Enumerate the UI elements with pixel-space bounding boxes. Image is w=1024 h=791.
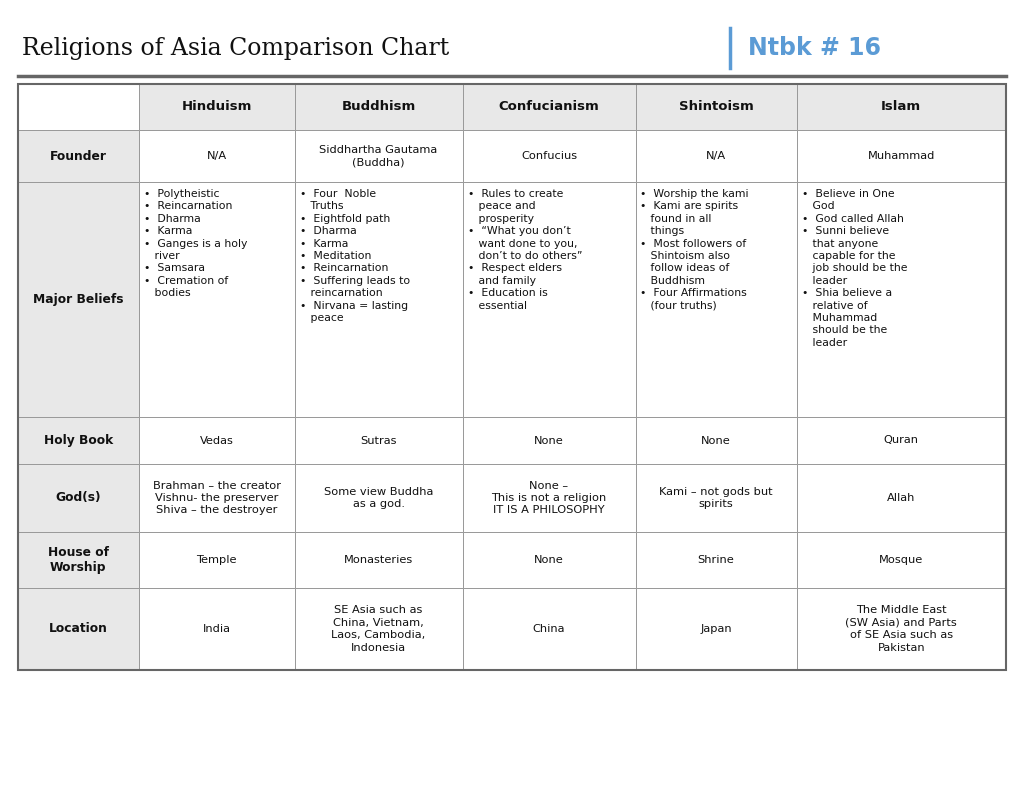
Bar bbox=[636, 464, 797, 532]
Bar bbox=[463, 588, 636, 670]
Bar bbox=[138, 464, 295, 532]
Text: Some view Buddha
as a god.: Some view Buddha as a god. bbox=[324, 486, 433, 509]
Text: Siddhartha Gautama
(Buddha): Siddhartha Gautama (Buddha) bbox=[319, 145, 437, 167]
Text: •  Rules to create
   peace and
   prosperity
•  “What you don’t
   want done to: • Rules to create peace and prosperity •… bbox=[468, 189, 582, 311]
Bar bbox=[636, 417, 797, 464]
Text: Sutras: Sutras bbox=[360, 436, 397, 445]
Text: Monasteries: Monasteries bbox=[344, 555, 414, 565]
Text: Ntbk # 16: Ntbk # 16 bbox=[748, 36, 881, 60]
Text: None: None bbox=[535, 555, 564, 565]
Text: Temple: Temple bbox=[197, 555, 237, 565]
Bar bbox=[797, 84, 1006, 130]
Text: House of
Worship: House of Worship bbox=[48, 546, 109, 574]
Text: God(s): God(s) bbox=[55, 491, 101, 505]
Bar bbox=[18, 417, 138, 464]
Text: Quran: Quran bbox=[884, 436, 919, 445]
Text: Buddhism: Buddhism bbox=[341, 100, 416, 113]
Text: Confucianism: Confucianism bbox=[499, 100, 599, 113]
Text: Hinduism: Hinduism bbox=[181, 100, 252, 113]
Bar bbox=[138, 130, 295, 182]
Bar bbox=[138, 532, 295, 588]
Bar bbox=[797, 588, 1006, 670]
Text: Location: Location bbox=[49, 623, 108, 635]
Bar bbox=[463, 532, 636, 588]
Bar bbox=[636, 182, 797, 417]
Bar bbox=[295, 182, 463, 417]
Bar bbox=[463, 182, 636, 417]
Text: The Middle East
(SW Asia) and Parts
of SE Asia such as
Pakistan: The Middle East (SW Asia) and Parts of S… bbox=[846, 605, 957, 653]
Bar bbox=[463, 464, 636, 532]
Bar bbox=[138, 84, 295, 130]
Bar bbox=[138, 588, 295, 670]
Text: N/A: N/A bbox=[207, 151, 226, 161]
Text: Japan: Japan bbox=[700, 624, 732, 634]
Bar bbox=[295, 532, 463, 588]
Bar bbox=[636, 130, 797, 182]
Text: Shintoism: Shintoism bbox=[679, 100, 754, 113]
Bar bbox=[797, 130, 1006, 182]
Bar bbox=[797, 532, 1006, 588]
Text: Vedas: Vedas bbox=[200, 436, 233, 445]
Bar bbox=[797, 464, 1006, 532]
Text: Islam: Islam bbox=[882, 100, 922, 113]
Text: •  Worship the kami
•  Kami are spirits
   found in all
   things
•  Most follow: • Worship the kami • Kami are spirits fo… bbox=[640, 189, 749, 311]
Text: Religions of Asia Comparison Chart: Religions of Asia Comparison Chart bbox=[22, 36, 450, 59]
Bar bbox=[636, 532, 797, 588]
Bar bbox=[18, 532, 138, 588]
Bar bbox=[463, 417, 636, 464]
Text: Brahman – the creator
Vishnu- the preserver
Shiva – the destroyer: Brahman – the creator Vishnu- the preser… bbox=[153, 481, 281, 516]
Text: SE Asia such as
China, Vietnam,
Laos, Cambodia,
Indonesia: SE Asia such as China, Vietnam, Laos, Ca… bbox=[332, 605, 426, 653]
Bar bbox=[295, 588, 463, 670]
Bar bbox=[463, 84, 636, 130]
Bar bbox=[18, 84, 1006, 670]
Text: None –
This is not a religion
IT IS A PHILOSOPHY: None – This is not a religion IT IS A PH… bbox=[492, 481, 606, 516]
Bar bbox=[138, 182, 295, 417]
Text: •  Four  Noble
   Truths
•  Eightfold path
•  Dharma
•  Karma
•  Meditation
•  R: • Four Noble Truths • Eightfold path • D… bbox=[300, 189, 410, 323]
Bar bbox=[295, 464, 463, 532]
Text: •  Polytheistic
•  Reincarnation
•  Dharma
•  Karma
•  Ganges is a holy
   river: • Polytheistic • Reincarnation • Dharma … bbox=[143, 189, 247, 298]
Bar bbox=[636, 588, 797, 670]
Text: None: None bbox=[701, 436, 731, 445]
Bar bbox=[463, 130, 636, 182]
Bar bbox=[18, 588, 138, 670]
Bar bbox=[18, 464, 138, 532]
Text: China: China bbox=[532, 624, 565, 634]
Text: Founder: Founder bbox=[50, 149, 106, 162]
Text: None: None bbox=[535, 436, 564, 445]
Text: Shrine: Shrine bbox=[697, 555, 734, 565]
Text: Major Beliefs: Major Beliefs bbox=[33, 293, 124, 306]
Bar bbox=[295, 84, 463, 130]
Text: •  Believe in One
   God
•  God called Allah
•  Sunni believe
   that anyone
   : • Believe in One God • God called Allah … bbox=[802, 189, 907, 348]
Text: Muhammad: Muhammad bbox=[867, 151, 935, 161]
Bar bbox=[18, 84, 138, 130]
Text: Kami – not gods but
spirits: Kami – not gods but spirits bbox=[659, 486, 773, 509]
Bar bbox=[138, 417, 295, 464]
Bar bbox=[797, 182, 1006, 417]
Bar bbox=[797, 417, 1006, 464]
Text: India: India bbox=[203, 624, 230, 634]
Bar bbox=[18, 182, 138, 417]
Bar bbox=[295, 417, 463, 464]
Bar bbox=[636, 84, 797, 130]
Text: Allah: Allah bbox=[887, 493, 915, 503]
Text: Holy Book: Holy Book bbox=[44, 434, 113, 447]
Text: Confucius: Confucius bbox=[521, 151, 578, 161]
Bar bbox=[295, 130, 463, 182]
Bar bbox=[18, 130, 138, 182]
Text: Mosque: Mosque bbox=[880, 555, 924, 565]
Text: N/A: N/A bbox=[706, 151, 726, 161]
